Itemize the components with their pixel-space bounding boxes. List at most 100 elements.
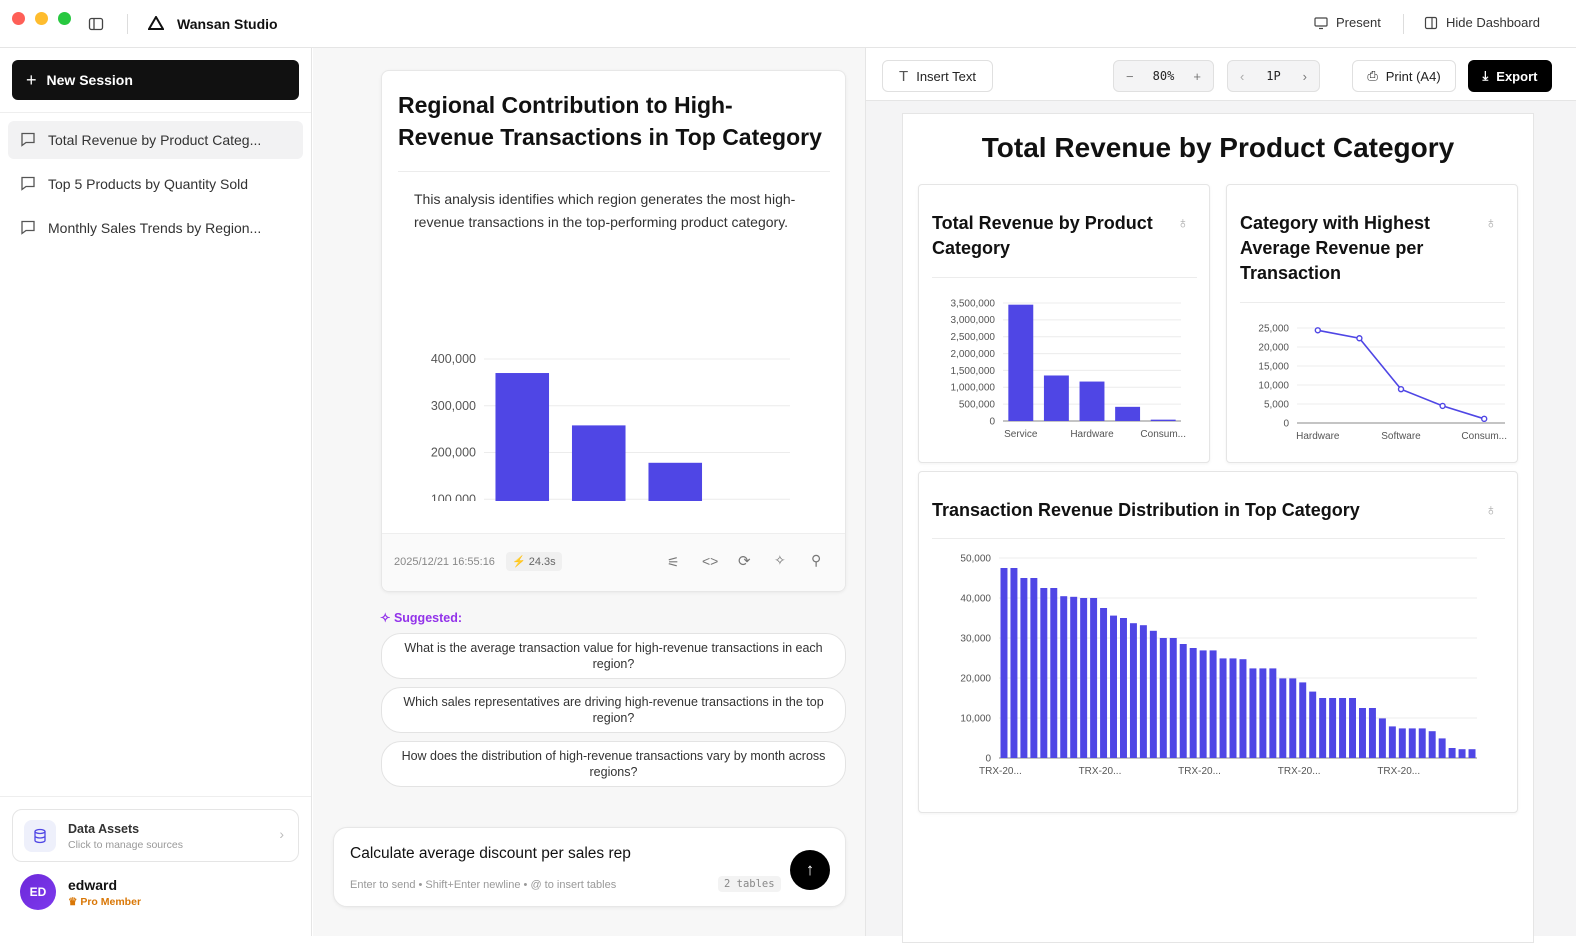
session-label: Monthly Sales Trends by Region... (48, 220, 262, 236)
session-label: Total Revenue by Product Categ... (48, 132, 262, 148)
suggestion-button[interactable]: Which sales representatives are driving … (381, 687, 846, 733)
x-tick-label: TRX-20... (1278, 766, 1321, 777)
y-tick-label: 10,000 (960, 713, 991, 724)
data-assets-button[interactable]: Data Assets Click to manage sources › (12, 809, 299, 862)
bar (1438, 738, 1446, 758)
prev-page-button[interactable]: ‹ (1240, 68, 1245, 84)
bar (1428, 731, 1436, 758)
bar (1229, 658, 1237, 758)
y-tick-label: 100,000 (431, 492, 476, 501)
lightbulb-icon[interactable]: ♁ (1485, 215, 1497, 232)
dashboard-toolbar: T Insert Text − 80% + ‹ 1P › ⎙ Print (A4) ⤓ Exp… (866, 48, 1576, 101)
series-line (1317, 329, 1485, 420)
data-point (1356, 335, 1363, 342)
chat-input-box[interactable]: Calculate average discount per sales rep… (333, 827, 846, 907)
session-item[interactable]: Top 5 Products by Quantity Sold (8, 165, 303, 203)
y-tick-label: 5,000 (1264, 399, 1289, 410)
suggested-label: Suggested: (393, 611, 463, 625)
divider (0, 112, 311, 113)
y-tick-label: 0 (1283, 418, 1289, 429)
card-title: Transaction Revenue Distribution in Top … (932, 500, 1360, 520)
next-page-button[interactable]: › (1302, 68, 1307, 84)
bar (571, 425, 626, 501)
pro-badge: ♛ Pro Member (68, 896, 141, 908)
bar (1249, 668, 1257, 758)
bar (1199, 650, 1207, 758)
chat-input[interactable]: Calculate average discount per sales rep (350, 845, 631, 862)
divider (127, 14, 128, 34)
send-button[interactable]: ↑ (790, 850, 830, 890)
bar (1368, 708, 1376, 758)
timestamp: 2025/12/21 16:55:16 (394, 556, 495, 568)
bar (1008, 304, 1034, 421)
chat-bubble-icon (20, 175, 36, 194)
zoom-in-button[interactable]: + (1193, 68, 1201, 84)
refresh-icon[interactable]: ⟳ (738, 553, 751, 570)
avg-revenue-line-chart: 0 5,000 10,000 15,000 20,000 25,000 Hardware So… (1258, 323, 1507, 442)
sidebar-toggle-icon[interactable] (88, 16, 104, 32)
x-tick-label: Hardware (1070, 429, 1114, 440)
sparkles-icon[interactable]: ✧ (774, 552, 786, 568)
dashboard-title: Total Revenue by Product Category (981, 132, 1455, 163)
suggestion-button[interactable]: What is the average transaction value fo… (381, 633, 846, 679)
bar (1030, 578, 1038, 758)
bar (1339, 698, 1347, 758)
insert-text-button[interactable]: T Insert Text (882, 60, 993, 92)
lightbulb-icon[interactable]: ♁ (1177, 215, 1189, 232)
chat-bubble-icon (20, 219, 36, 238)
revenue-bar-chart: 0 500,000 1,000,000 1,500,000 2,000,000 2,500… (951, 298, 1186, 440)
bar (1060, 596, 1068, 758)
chart-card-distribution[interactable]: Transaction Revenue Distribution in Top … (918, 471, 1518, 813)
zoom-control: − 80% + (1113, 60, 1214, 92)
bar (648, 462, 703, 501)
data-point (1397, 385, 1405, 393)
chart-card-avg-revenue[interactable]: Category with Highest Average Revenue pe… (1226, 184, 1518, 463)
bar (1239, 659, 1247, 758)
session-item[interactable]: Monthly Sales Trends by Region... (8, 209, 303, 247)
zoom-level: 80% (1152, 69, 1175, 83)
minimize-window-button[interactable] (35, 12, 48, 25)
duration-badge: ⚡ 24.3s (506, 552, 562, 571)
close-window-button[interactable] (12, 12, 25, 25)
bar (1139, 625, 1147, 758)
chat-panel: Regional Contribution to High-Revenue Tr… (313, 48, 866, 936)
new-session-button[interactable]: + New Session (12, 60, 299, 100)
session-item[interactable]: Total Revenue by Product Categ... (8, 121, 303, 159)
maximize-window-button[interactable] (58, 12, 71, 25)
bar (1020, 578, 1028, 758)
pro-badge-label: Pro Member (80, 896, 142, 908)
pin-icon[interactable]: ⚲ (811, 552, 822, 568)
hide-dashboard-button[interactable]: Hide Dashboard (1424, 15, 1540, 30)
code-icon[interactable]: <> (702, 553, 719, 569)
bar (1219, 658, 1227, 758)
data-point (1314, 327, 1322, 334)
export-button[interactable]: ⤓ Export (1468, 60, 1552, 92)
x-tick-label: TRX-20... (1377, 766, 1420, 777)
x-tick-label: TRX-20... (1079, 766, 1122, 777)
printer-icon: ⎙ (1367, 68, 1378, 83)
lightning-icon: ⚡ (512, 556, 526, 568)
zoom-out-button[interactable]: − (1126, 68, 1134, 84)
bar (1378, 718, 1386, 758)
page-number: 1P (1266, 69, 1281, 83)
y-tick-label: 30,000 (960, 633, 991, 644)
logo-icon (148, 16, 164, 30)
bar (1299, 682, 1307, 758)
present-button[interactable]: Present (1314, 15, 1381, 30)
y-tick-label: 10,000 (1258, 380, 1289, 391)
y-tick-label: 3,000,000 (951, 315, 996, 326)
bar (1408, 728, 1416, 758)
print-button[interactable]: ⎙ Print (A4) (1352, 60, 1456, 92)
bar (1050, 588, 1058, 758)
chart-card-revenue[interactable]: Total Revenue by Product Category ♁ 0 500… (918, 184, 1210, 463)
y-tick-label: 0 (985, 753, 991, 764)
suggestion-button[interactable]: How does the distribution of high-revenu… (381, 741, 846, 787)
lightbulb-icon[interactable]: ♁ (1485, 502, 1497, 519)
tables-badge[interactable]: 2 tables (718, 876, 781, 892)
avatar[interactable]: ED (20, 874, 56, 910)
bar (1388, 726, 1396, 758)
settings-sliders-icon[interactable]: ⚟ (667, 554, 680, 570)
database-icon (24, 820, 56, 852)
data-assets-title: Data Assets (68, 822, 140, 836)
x-tick-label: Consum... (1461, 431, 1507, 442)
